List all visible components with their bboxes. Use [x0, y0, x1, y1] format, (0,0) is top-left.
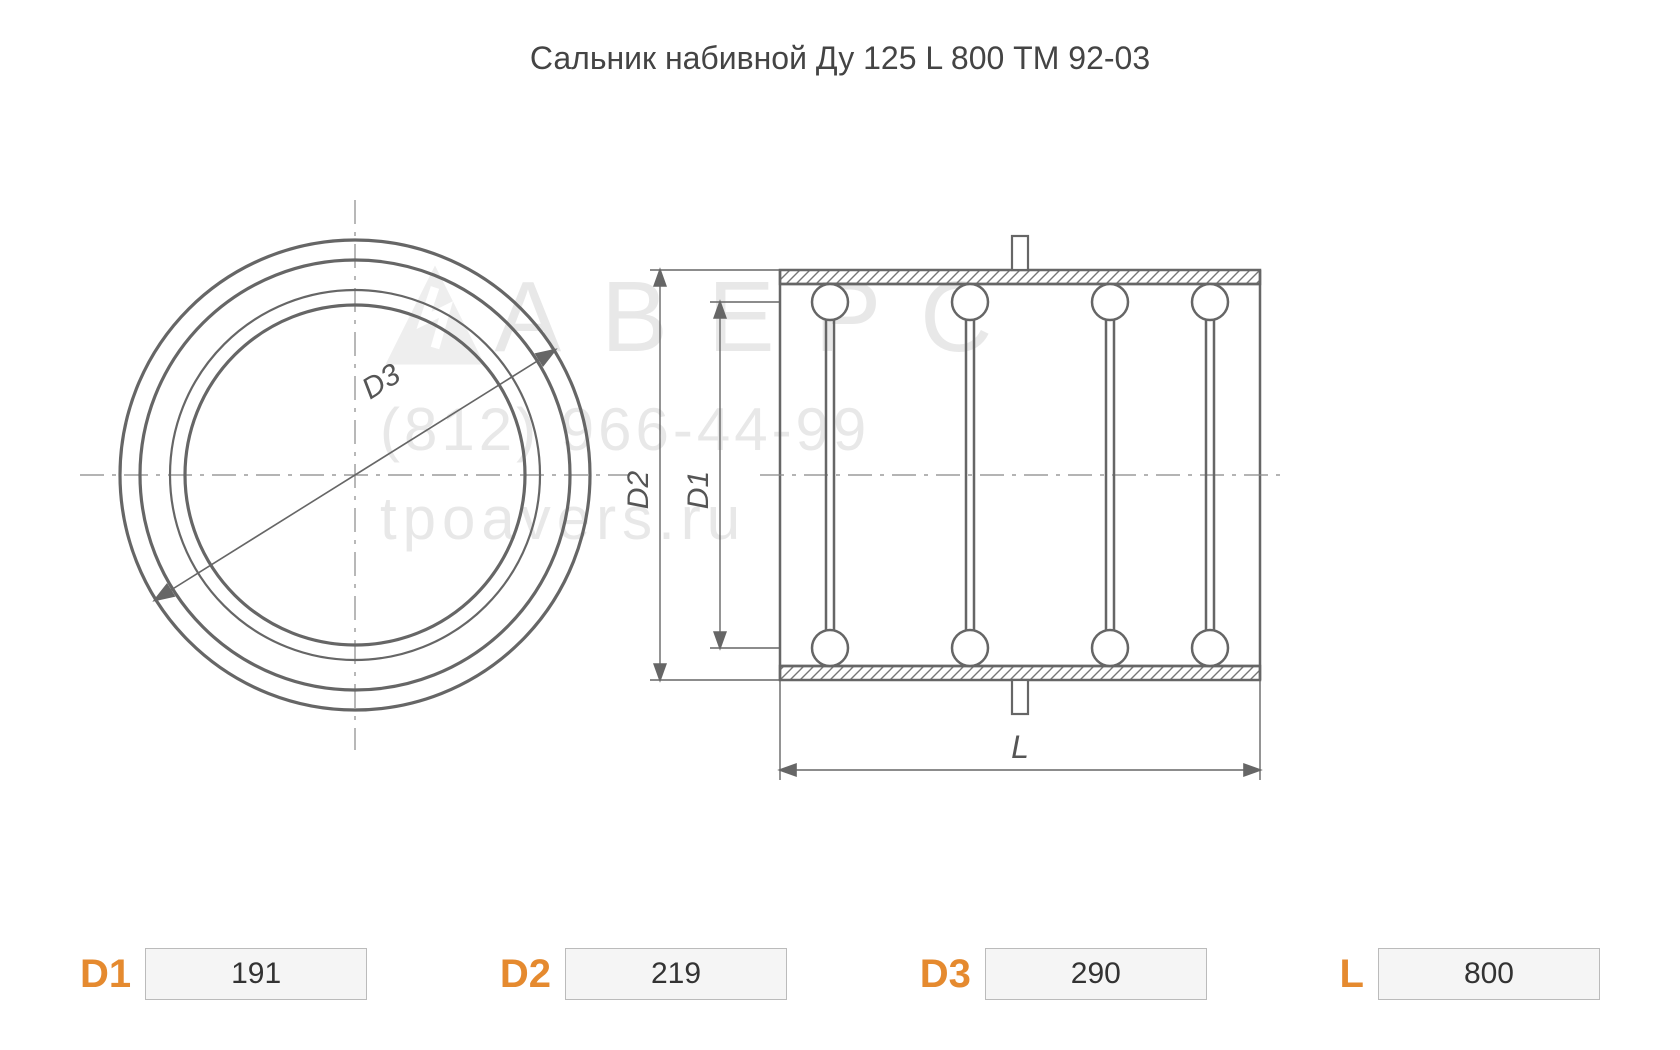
spec-value: 800	[1378, 948, 1600, 1000]
technical-drawing: D3	[0, 0, 1680, 900]
label-d2: D2	[622, 471, 655, 510]
spec-label: L	[1340, 952, 1364, 997]
spec-d1: D1 191	[80, 948, 367, 1000]
side-view: D2 D1 L	[622, 236, 1280, 780]
spec-label: D3	[920, 952, 971, 997]
spec-label: D1	[80, 952, 131, 997]
label-l: L	[1011, 729, 1029, 765]
spec-d3: D3 290	[920, 948, 1207, 1000]
spec-value: 219	[565, 948, 787, 1000]
spec-value: 290	[985, 948, 1207, 1000]
spec-label: D2	[500, 952, 551, 997]
spec-l: L 800	[1340, 948, 1600, 1000]
spec-row: D1 191 D2 219 D3 290 L 800	[80, 948, 1600, 1000]
spec-value: 191	[145, 948, 367, 1000]
front-view: D3	[80, 200, 630, 750]
label-d1: D1	[682, 471, 715, 509]
label-d3: D3	[356, 357, 406, 405]
spec-d2: D2 219	[500, 948, 787, 1000]
